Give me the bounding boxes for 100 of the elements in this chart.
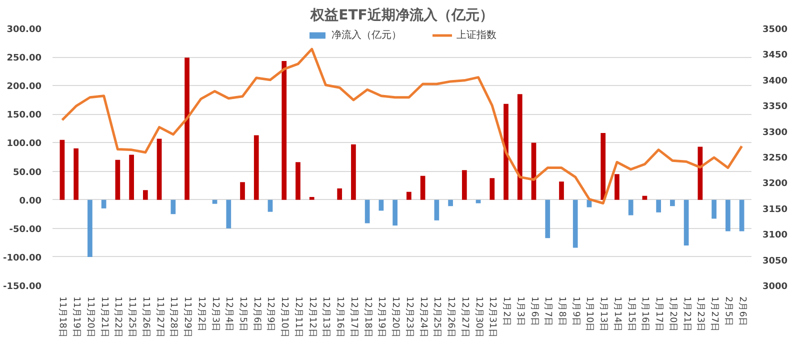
x-tick-label: 1月21日 — [681, 296, 692, 332]
bar — [351, 144, 356, 200]
x-tick-label: 1月2日 — [501, 296, 512, 326]
bar — [392, 200, 398, 226]
x-tick-label: 12月19日 — [376, 296, 386, 338]
bar — [364, 200, 370, 224]
bar — [282, 61, 287, 200]
bar — [115, 160, 120, 200]
bar — [545, 200, 550, 238]
x-tick-label: 1月10日 — [584, 296, 594, 332]
y-tick-label: 300.00 — [6, 25, 42, 35]
bar — [184, 58, 190, 200]
bar — [88, 200, 92, 257]
x-tick-label: 12月18日 — [362, 296, 372, 338]
bar — [476, 200, 481, 204]
x-tick-label: 1月9日 — [570, 296, 580, 326]
bar — [296, 162, 300, 200]
bar — [739, 200, 744, 232]
x-tick-label: 12月6日 — [251, 296, 262, 332]
bar — [74, 148, 79, 200]
x-tick-label: 12月25日 — [432, 296, 442, 338]
x-tick-label: 12月20日 — [390, 296, 400, 338]
bar — [504, 104, 508, 200]
y-tick-label: -100.00 — [3, 253, 42, 264]
bar — [309, 196, 314, 200]
x-tick-label: 12月10日 — [279, 296, 290, 338]
x-tick-label: 1月8日 — [556, 296, 566, 326]
x-tick-label: 11月25日 — [126, 296, 137, 338]
bar — [628, 200, 634, 216]
y-tick-label: 0.00 — [19, 196, 42, 206]
y2-tick-label: 3200 — [762, 179, 788, 190]
bar — [268, 200, 273, 212]
bar — [378, 200, 384, 211]
x-tick-label: 12月23日 — [404, 296, 414, 338]
x-tick-label: 12月11日 — [292, 296, 303, 338]
x-tick-label: 12月24日 — [418, 296, 428, 338]
legend-label: 净流入（亿元） — [332, 28, 402, 42]
bar — [142, 190, 148, 200]
bar — [656, 200, 662, 212]
x-tick-label: 12月4日 — [224, 296, 234, 332]
y2-tick-label: 3150 — [762, 204, 788, 215]
x-tick-label: 1月13日 — [598, 296, 608, 332]
bar — [572, 200, 578, 248]
bar — [490, 178, 495, 200]
bar — [434, 200, 440, 220]
bar — [60, 140, 65, 200]
y-tick-label: 50.00 — [13, 168, 42, 178]
y-tick-label: 200.00 — [6, 82, 42, 92]
x-tick-label: 1月20日 — [667, 296, 678, 332]
x-tick-label: 11月18日 — [57, 296, 68, 338]
y-tick-label: 250.00 — [6, 54, 42, 64]
x-tick-label: 1月6日 — [528, 296, 539, 326]
x-tick-label: 1月23日 — [695, 296, 706, 332]
bar — [156, 138, 162, 200]
x-tick-label: 12月17日 — [348, 296, 358, 338]
x-tick-label: 1月17日 — [654, 296, 664, 332]
x-tick-label: 1月3日 — [514, 296, 525, 326]
x-tick-label: 11月19日 — [71, 296, 82, 338]
x-tick-label: 11月20日 — [84, 296, 95, 338]
bar — [670, 200, 675, 206]
x-tick-label: 12月30日 — [473, 296, 484, 338]
bar — [642, 196, 648, 200]
bar — [170, 200, 176, 214]
y2-tick-label: 3250 — [762, 154, 788, 164]
bar — [226, 200, 232, 228]
x-tick-label: 12月13日 — [320, 296, 331, 338]
x-tick-label: 11月22日 — [112, 296, 123, 338]
x-tick-label: 12月27日 — [459, 296, 470, 338]
x-tick-label: 12月9日 — [265, 296, 276, 332]
x-tick-label: 12月2日 — [196, 296, 206, 332]
x-tick-label: 11月29日 — [182, 296, 192, 338]
y-tick-label: 150.00 — [6, 110, 42, 121]
x-tick-label: 11月26日 — [140, 296, 150, 338]
x-tick-label: 1月15日 — [626, 296, 636, 332]
legend-label: 上证指数 — [456, 28, 496, 42]
bar — [101, 200, 106, 208]
x-tick-label: 2月6日 — [736, 296, 747, 326]
bar — [614, 174, 620, 200]
bar — [712, 200, 716, 219]
y2-tick-label: 3450 — [762, 50, 788, 61]
bar — [517, 94, 522, 200]
x-tick-label: 11月27日 — [154, 296, 164, 338]
x-tick-label: 12月3日 — [210, 296, 220, 332]
x-tick-label: 12月16日 — [334, 296, 345, 338]
x-tick-label: 11月21日 — [98, 296, 109, 338]
x-tick-label: 2月5日 — [722, 296, 733, 326]
x-tick-label: 12月26日 — [446, 296, 456, 338]
y2-tick-label: 3300 — [762, 128, 788, 138]
x-tick-label: 1月27日 — [709, 296, 720, 332]
line-series — [60, 48, 744, 205]
bar — [254, 135, 259, 200]
bar — [600, 133, 606, 200]
y-tick-label: -150.00 — [3, 282, 42, 292]
bar — [559, 182, 564, 200]
bar — [462, 170, 467, 200]
x-tick-label: 12月5日 — [238, 296, 248, 332]
bar — [240, 182, 245, 200]
bar — [337, 188, 342, 200]
y2-tick-label: 3400 — [762, 76, 788, 86]
y2-tick-label: 3350 — [762, 102, 788, 112]
